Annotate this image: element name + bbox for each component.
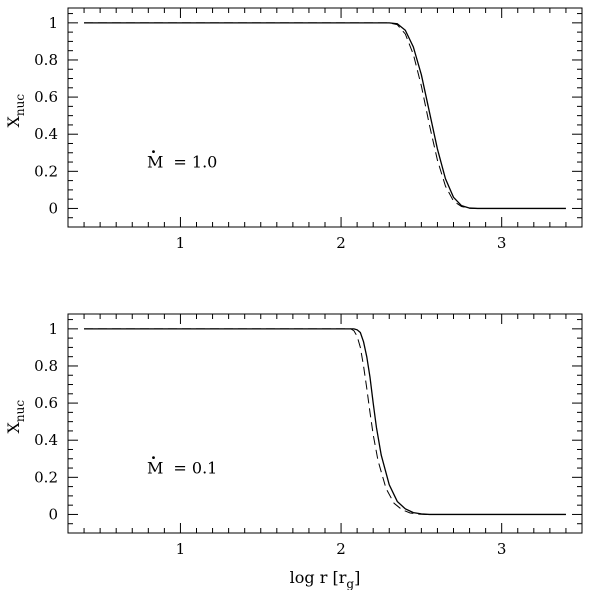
x-axis-title-subscript: g [346, 577, 354, 590]
chart-panel-2: 1 2 3 0 0.2 0.4 0.6 0.8 1 Xnuc log r [rg] M = 0.1 [4, 313, 583, 590]
y-axis-title-subscript: nuc [13, 400, 27, 422]
x-tick-label: 2 [336, 540, 346, 558]
mdot-annotation: M = 1.0 [147, 153, 217, 172]
plot-frame [67, 313, 583, 534]
series-line-solid [84, 22, 566, 210]
y-tick-label: 0.8 [34, 357, 58, 375]
y-tick-label: 0.6 [34, 88, 58, 106]
x-tick-label: 3 [497, 540, 507, 558]
x-tick-label: 1 [176, 540, 186, 558]
y-axis-title-main: X [4, 116, 23, 128]
y-tick-label: 0.6 [34, 394, 58, 412]
y-tick-label: 1 [48, 14, 58, 32]
series-line-dashed [84, 22, 566, 209]
y-tick-label: 0.4 [34, 125, 58, 143]
x-tick-label: 1 [176, 234, 186, 252]
x-axis-title-main: log r [r [290, 568, 347, 587]
y-tick-label: 0.2 [34, 162, 58, 180]
y-tick-label: 0.4 [34, 431, 58, 449]
x-axis-title: log r [rg] [290, 568, 361, 590]
mdot-dot [152, 456, 155, 460]
y-axis-title: Xnuc [4, 400, 27, 434]
y-tick-label: 0 [48, 199, 58, 217]
series-line-solid [84, 328, 566, 516]
series-line-dashed [84, 328, 566, 515]
chart-panel-1: 1 2 3 0 0.2 0.4 0.6 0.8 1 Xnuc M = 1.0 [4, 7, 583, 252]
y-axis-title-subscript: nuc [13, 94, 27, 116]
mdot-symbol: M [147, 459, 163, 478]
x-tick-label: 3 [497, 234, 507, 252]
plot-frame [67, 7, 583, 228]
y-tick-label: 0.2 [34, 468, 58, 486]
x-tick-label: 2 [336, 234, 346, 252]
mdot-annotation: M = 0.1 [147, 459, 217, 478]
mdot-value: = 1.0 [173, 153, 217, 172]
mdot-dot [152, 150, 155, 154]
y-axis-title: Xnuc [4, 94, 27, 128]
x-axis-title-end: ] [354, 568, 360, 587]
y-axis-title-main: X [4, 422, 23, 434]
y-tick-label: 0.8 [34, 51, 58, 69]
y-tick-label: 0 [48, 505, 58, 523]
mdot-value: = 0.1 [173, 459, 217, 478]
y-tick-label: 1 [48, 320, 58, 338]
mdot-symbol: M [147, 153, 163, 172]
